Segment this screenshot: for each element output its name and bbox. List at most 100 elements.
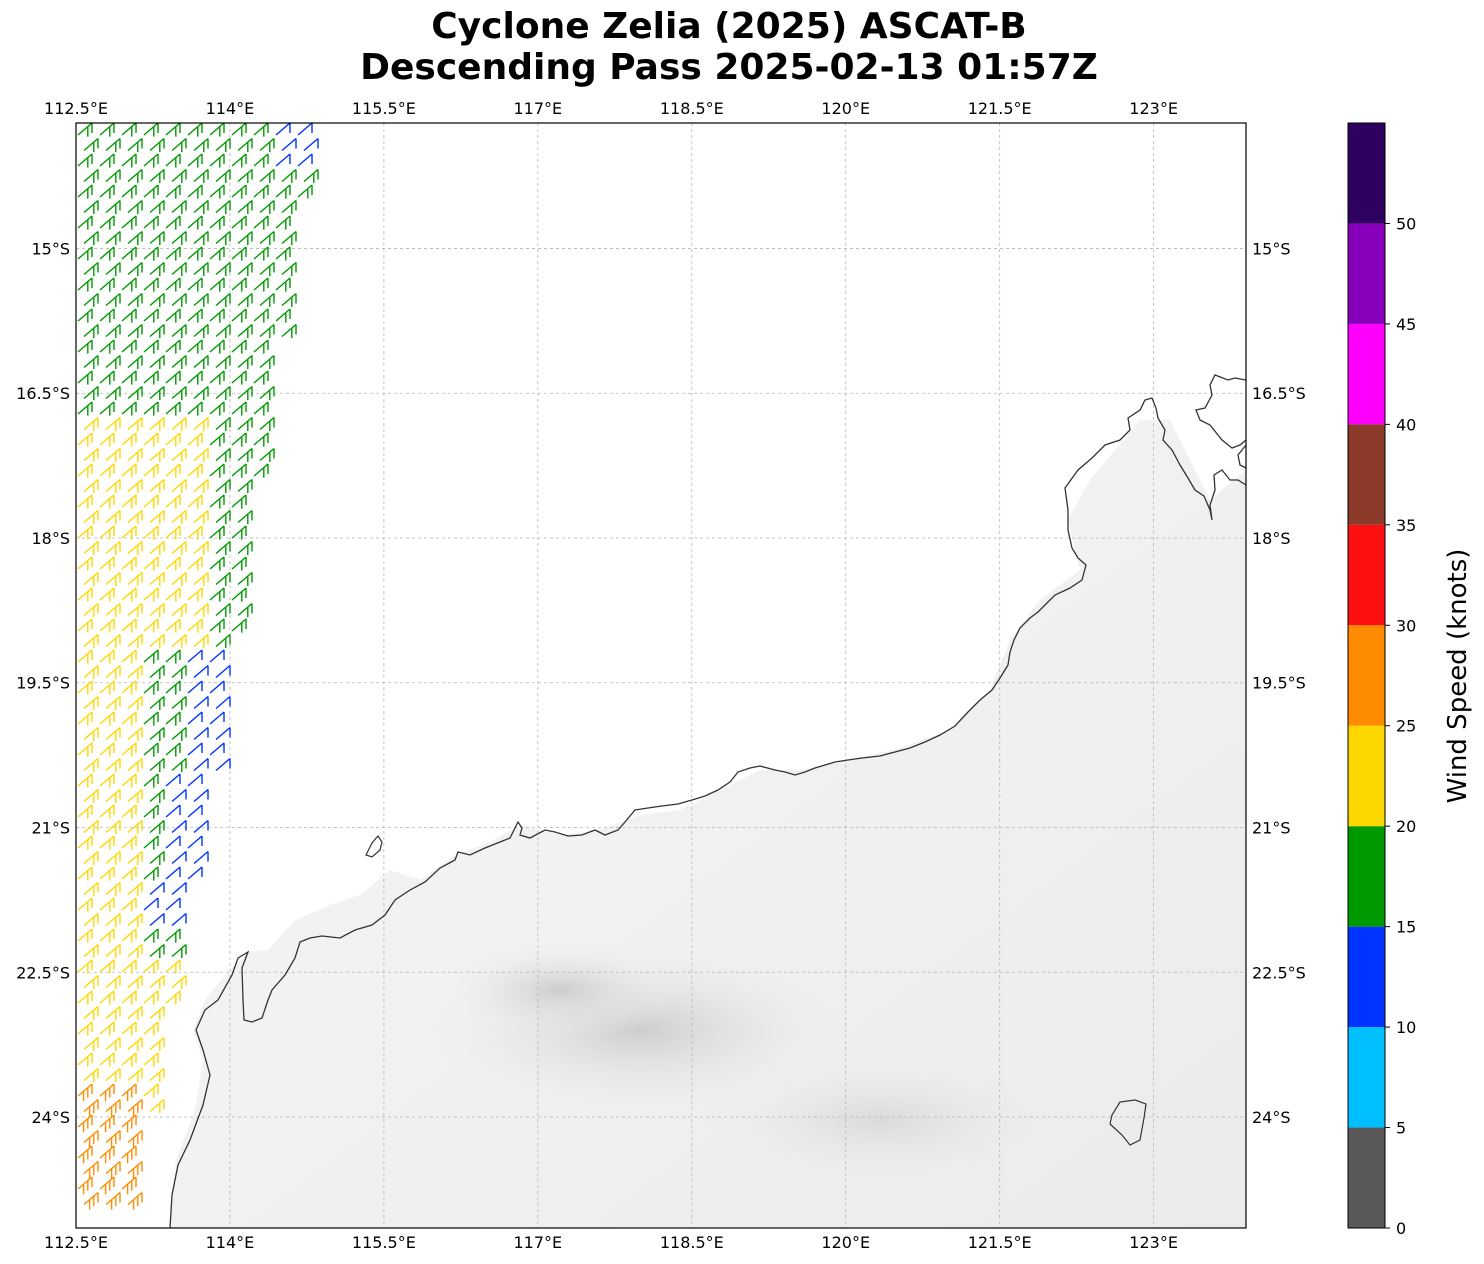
wind-barb <box>127 850 143 866</box>
lat-tick-label-right: 22.5°S <box>1252 963 1306 982</box>
wind-barb <box>149 230 165 246</box>
wind-barb <box>171 633 187 649</box>
wind-barb <box>127 292 143 308</box>
wind-barb <box>77 1114 93 1133</box>
wind-barb <box>105 168 121 184</box>
wind-barb <box>215 602 231 618</box>
wind-barb <box>165 618 181 633</box>
wind-barb <box>215 540 231 556</box>
wind-barb <box>105 478 121 494</box>
colorbar-tick-label: 25 <box>1396 717 1416 736</box>
wind-barb <box>99 556 115 571</box>
wind-barb <box>281 323 297 339</box>
lat-tick-label-left: 22.5°S <box>16 963 70 982</box>
wind-barb <box>121 370 137 385</box>
wind-barb <box>83 1098 99 1117</box>
wind-barb <box>105 1098 121 1117</box>
wind-barb <box>127 261 143 277</box>
wind-barb <box>149 1005 165 1021</box>
wind-barb <box>149 664 165 680</box>
wind-barb <box>193 726 209 741</box>
wind-barb <box>83 416 99 432</box>
wind-barb <box>253 432 269 447</box>
wind-barb <box>105 137 121 153</box>
wind-barb <box>209 711 225 725</box>
wind-barb <box>143 835 159 850</box>
wind-barb <box>149 168 165 184</box>
wind-barb <box>127 819 143 835</box>
wind-barb <box>165 525 181 540</box>
wind-barb <box>77 184 93 199</box>
lon-tick-label-bottom: 120°E <box>821 1233 870 1252</box>
wind-barb <box>149 416 165 432</box>
wind-barb <box>105 509 121 525</box>
wind-barb <box>171 292 187 308</box>
wind-barb <box>253 184 269 199</box>
wind-barb <box>121 680 137 695</box>
wind-barb <box>143 587 159 602</box>
wind-barb <box>209 463 225 478</box>
wind-barb <box>209 215 225 230</box>
wind-barb <box>165 184 181 199</box>
wind-barb <box>149 850 165 866</box>
wind-barb <box>215 726 231 741</box>
wind-barb <box>253 153 269 168</box>
wind-barb <box>77 432 93 447</box>
wind-barb <box>237 540 253 556</box>
wind-barb <box>99 959 115 974</box>
lat-tick-label-left: 18°S <box>31 529 70 548</box>
wind-barb <box>209 680 225 694</box>
wind-barb <box>165 339 181 354</box>
colorbar-segment <box>1348 123 1385 224</box>
wind-barb <box>99 587 115 602</box>
wind-barb <box>121 556 137 571</box>
gridlines <box>76 123 1246 1228</box>
wind-barb <box>171 974 187 990</box>
lon-tick-label-top: 123°E <box>1129 99 1178 118</box>
wind-barb <box>149 881 165 896</box>
wind-barb <box>121 773 137 788</box>
wind-barb <box>99 649 115 664</box>
wind-barb <box>187 835 203 849</box>
wind-barb <box>99 525 115 540</box>
map-frame <box>75 122 1247 1229</box>
wind-barb <box>297 123 313 136</box>
wind-barb <box>209 494 225 509</box>
wind-barb <box>99 1114 115 1133</box>
wind-barb <box>127 757 143 773</box>
wind-barb <box>127 602 143 618</box>
wind-barb <box>127 571 143 587</box>
wind-barb <box>171 881 187 896</box>
colorbar-segment <box>1348 524 1385 626</box>
wind-barb <box>77 649 93 664</box>
wind-barb <box>83 788 99 804</box>
wind-barb <box>83 1005 99 1021</box>
wind-barb <box>105 633 121 649</box>
wind-barb <box>143 308 159 323</box>
lon-tick-label-top: 117°E <box>514 99 563 118</box>
wind-barb <box>99 804 115 819</box>
wind-barb <box>237 261 253 277</box>
wind-barb <box>215 478 231 494</box>
wind-barb <box>193 137 209 153</box>
wind-barb <box>149 540 165 556</box>
colorbar-segment <box>1348 625 1385 726</box>
wind-barb <box>171 602 187 618</box>
wind-barb <box>193 292 209 308</box>
wind-barb <box>171 354 187 370</box>
wind-barb <box>99 1021 115 1036</box>
wind-barb <box>143 866 159 881</box>
wind-barb <box>127 199 143 215</box>
wind-barb <box>253 123 269 137</box>
wind-barb <box>275 277 291 292</box>
wind-barb <box>121 1052 137 1067</box>
wind-barb <box>231 215 247 230</box>
colorbar-segment <box>1348 926 1385 1028</box>
wind-barb <box>143 1021 159 1036</box>
wind-barb <box>253 370 269 385</box>
wind-barb <box>143 123 159 137</box>
wind-barb <box>83 137 99 153</box>
wind-barb <box>83 1129 99 1148</box>
lat-tick-label-left: 24°S <box>31 1108 70 1127</box>
lon-tick-label-bottom: 114°E <box>206 1233 255 1252</box>
